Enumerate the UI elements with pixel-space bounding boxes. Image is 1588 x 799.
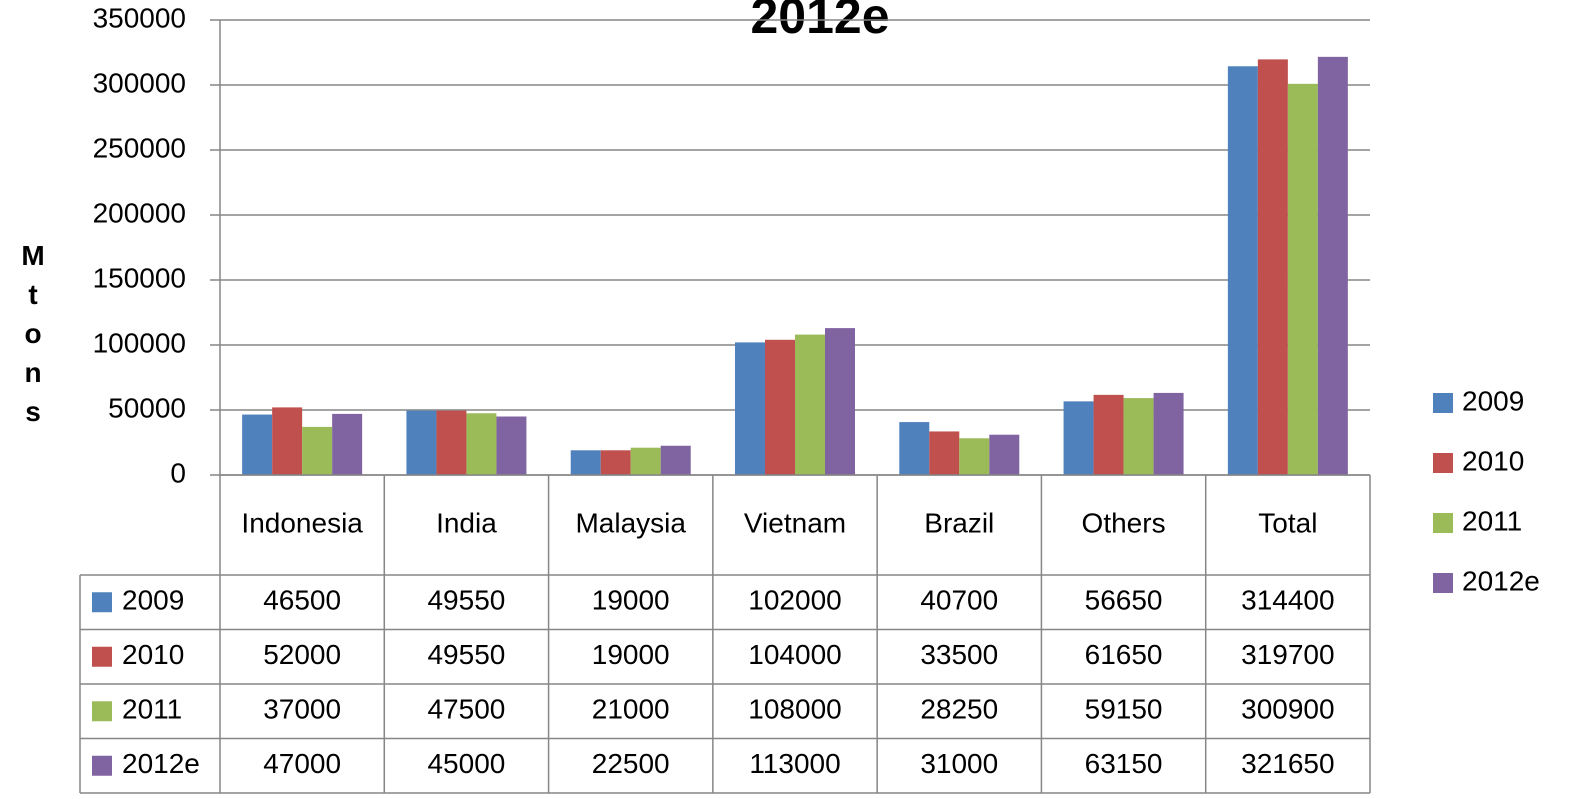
x-tick-label: Malaysia bbox=[575, 507, 686, 538]
chart-title: 2012e bbox=[750, 0, 889, 44]
y-axis-label: Mtons bbox=[18, 240, 49, 435]
table-cell: 59150 bbox=[1085, 694, 1163, 725]
table-cell: 19000 bbox=[592, 639, 670, 670]
bar bbox=[1063, 401, 1094, 475]
table-legend-key bbox=[92, 755, 112, 776]
bar bbox=[1093, 394, 1124, 475]
legend-label: 2009 bbox=[1462, 385, 1524, 416]
table-cell: 37000 bbox=[263, 694, 341, 725]
bar bbox=[466, 413, 497, 475]
table-cell: 33500 bbox=[920, 639, 998, 670]
legend-label: 2012e bbox=[1462, 565, 1540, 596]
table-cell: 47500 bbox=[427, 694, 505, 725]
bar bbox=[600, 450, 631, 475]
y-tick-label: 150000 bbox=[93, 262, 186, 293]
table-cell: 19000 bbox=[592, 585, 670, 616]
table-cell: 31000 bbox=[920, 748, 998, 779]
x-tick-label: Vietnam bbox=[744, 507, 846, 538]
bar bbox=[1227, 66, 1258, 475]
x-tick-label: Total bbox=[1258, 507, 1317, 538]
table-legend-key bbox=[92, 646, 112, 667]
table-row-label: 2011 bbox=[122, 694, 182, 725]
bar bbox=[1153, 392, 1184, 475]
bar bbox=[496, 416, 527, 475]
bar bbox=[765, 339, 795, 475]
bar bbox=[735, 342, 765, 475]
bar bbox=[989, 434, 1020, 475]
table-cell: 56650 bbox=[1085, 585, 1163, 616]
legend-key bbox=[1433, 513, 1453, 533]
table-cell: 321650 bbox=[1241, 748, 1334, 779]
table-legend-key bbox=[92, 701, 112, 722]
x-tick-label: Indonesia bbox=[241, 507, 363, 538]
bar bbox=[272, 407, 303, 475]
table-cell: 113000 bbox=[749, 748, 840, 779]
table-cell: 314400 bbox=[1241, 585, 1334, 616]
x-tick-label: Others bbox=[1082, 507, 1166, 538]
bar bbox=[302, 426, 333, 475]
table-cell: 21000 bbox=[592, 694, 670, 725]
bar bbox=[570, 450, 601, 475]
bar bbox=[1123, 398, 1154, 475]
x-tick-label: India bbox=[436, 507, 497, 538]
table-cell: 102000 bbox=[748, 585, 841, 616]
table-cell: 47000 bbox=[263, 748, 341, 779]
bar bbox=[1257, 59, 1288, 475]
table-cell: 104000 bbox=[748, 639, 841, 670]
table-cell: 300900 bbox=[1241, 694, 1334, 725]
table-row-label: 2010 bbox=[122, 639, 184, 670]
legend-label: 2011 bbox=[1462, 505, 1522, 536]
bar bbox=[1317, 56, 1348, 475]
legend-key bbox=[1433, 453, 1453, 473]
legend-label: 2010 bbox=[1462, 445, 1524, 476]
y-tick-label: 0 bbox=[170, 457, 186, 488]
bar bbox=[242, 414, 273, 475]
table-legend-key bbox=[92, 592, 112, 613]
bar bbox=[1287, 83, 1318, 475]
table-cell: 22500 bbox=[592, 748, 670, 779]
bar bbox=[406, 410, 437, 475]
x-tick-label: Brazil bbox=[924, 507, 994, 538]
table-row-label: 2012e bbox=[122, 748, 200, 779]
bar bbox=[899, 422, 930, 475]
table-cell: 319700 bbox=[1241, 639, 1334, 670]
y-tick-label: 50000 bbox=[108, 392, 186, 423]
table-cell: 46500 bbox=[263, 585, 341, 616]
legend-key bbox=[1433, 393, 1453, 413]
table-cell: 52000 bbox=[263, 639, 341, 670]
y-tick-label: 350000 bbox=[93, 2, 186, 33]
bar bbox=[332, 413, 363, 475]
table-cell: 40700 bbox=[920, 585, 998, 616]
bar bbox=[795, 334, 825, 475]
y-tick-label: 100000 bbox=[93, 327, 186, 358]
bar bbox=[660, 445, 691, 475]
table-cell: 45000 bbox=[427, 748, 505, 779]
table-cell: 61650 bbox=[1085, 639, 1163, 670]
y-tick-label: 200000 bbox=[93, 197, 186, 228]
y-tick-label: 300000 bbox=[93, 67, 186, 98]
legend-key bbox=[1433, 573, 1453, 593]
bar bbox=[630, 447, 661, 475]
table-cell: 108000 bbox=[748, 694, 841, 725]
table-cell: 63150 bbox=[1085, 748, 1163, 779]
table-cell: 49550 bbox=[427, 639, 505, 670]
bar bbox=[825, 328, 855, 475]
table-cell: 49550 bbox=[427, 585, 505, 616]
table-row-label: 2009 bbox=[122, 585, 184, 616]
bar bbox=[436, 410, 467, 475]
y-tick-label: 250000 bbox=[93, 132, 186, 163]
bar bbox=[929, 431, 960, 475]
bar bbox=[959, 438, 990, 475]
table-cell: 28250 bbox=[920, 694, 998, 725]
